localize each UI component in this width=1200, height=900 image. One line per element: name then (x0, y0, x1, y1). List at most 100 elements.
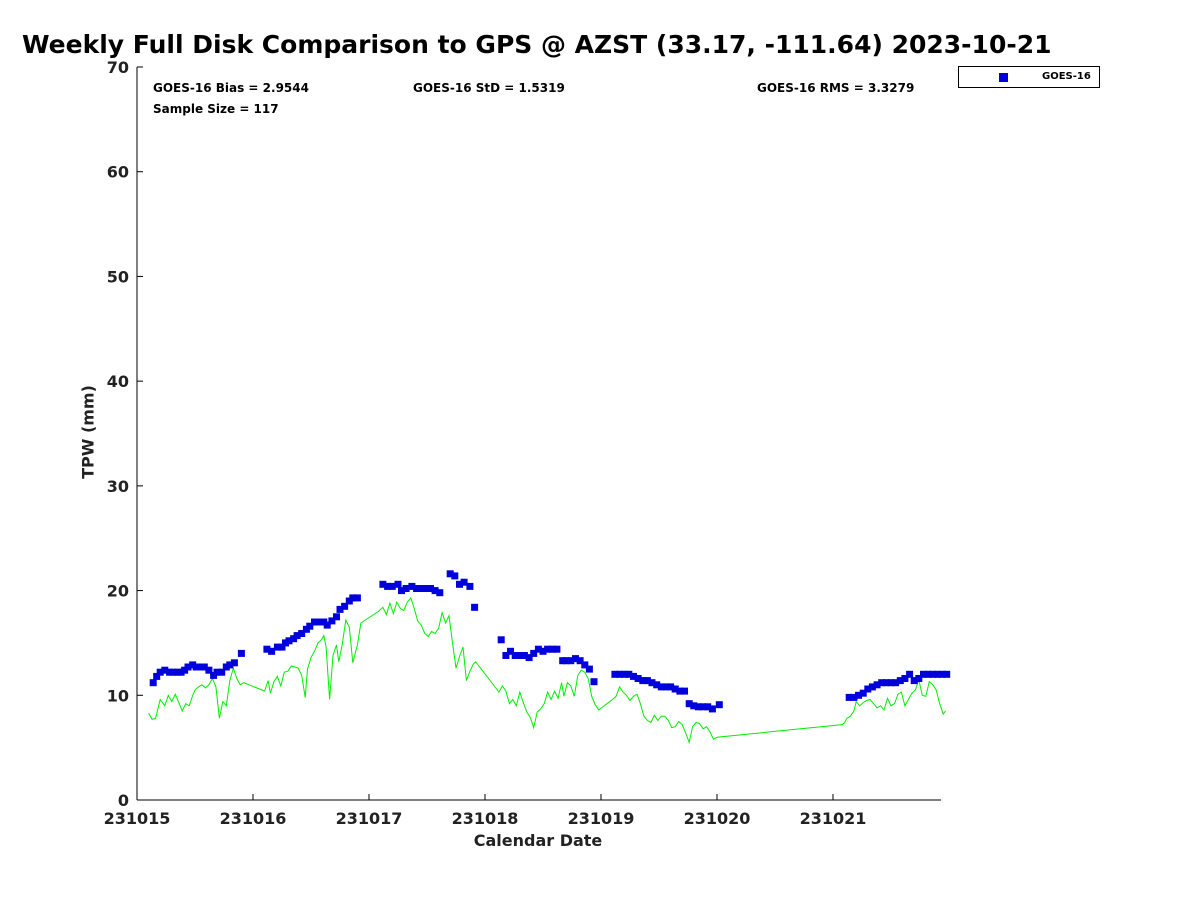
goes-16-point (379, 580, 387, 588)
goes-16-point (451, 572, 459, 580)
goes-16-point (910, 677, 918, 685)
goes-16-point (507, 647, 514, 655)
goes-16-point (161, 666, 169, 674)
goes-16-point (237, 649, 245, 657)
goes-16-point (285, 637, 293, 645)
y-tick-label: 10 (107, 686, 129, 705)
goes-16-point (567, 657, 575, 665)
goes-16-point (456, 580, 463, 588)
goes-16-point (446, 570, 454, 578)
goes-16-point (525, 654, 533, 662)
goes-16-point (436, 589, 444, 597)
goes-16-point (576, 657, 584, 665)
goes-16-point (896, 677, 904, 685)
goes-16-point (704, 703, 712, 711)
goes-16-point (398, 587, 405, 595)
chart-title: Weekly Full Disk Comparison to GPS @ AZS… (22, 30, 1052, 59)
x-tick-label: 231021 (800, 809, 867, 828)
goes-16-point (648, 679, 656, 687)
goes-16-point (413, 585, 421, 592)
goes-16-point (408, 582, 416, 590)
goes-16-point (643, 677, 651, 685)
legend-label-goes-16: GOES-16 (1042, 71, 1091, 82)
goes-16-point (548, 645, 556, 653)
goes-16-point (497, 636, 505, 644)
y-ticks: 0 10 20 30 40 50 60 70 (107, 58, 143, 810)
goes-16-point (534, 645, 542, 653)
x-tick-label: 231015 (104, 809, 171, 828)
goes-16-point (685, 700, 693, 708)
goes-16-point (230, 659, 238, 667)
bias-stat: GOES-16 Bias = 2.9544 (153, 81, 309, 95)
goes-16-point (681, 687, 688, 695)
goes-16-point (625, 670, 633, 678)
goes-16-point (611, 670, 619, 678)
goes-16-point (293, 632, 301, 640)
y-tick-label: 50 (107, 267, 129, 286)
goes-16-point (218, 668, 226, 676)
y-tick-label: 20 (107, 582, 129, 601)
goes-16-point (516, 652, 524, 659)
goes-16-point (667, 683, 675, 691)
y-tick-label: 0 (118, 791, 129, 810)
goes-16-point (156, 668, 164, 676)
goes-16-point (328, 617, 336, 625)
goes-16-point (715, 701, 723, 709)
goes-16-point (639, 677, 647, 685)
goes-16-point (402, 585, 410, 592)
y-tick-label: 30 (107, 477, 129, 496)
goes-16-point (315, 618, 323, 626)
goes-16-point (544, 645, 552, 653)
goes-16-point (226, 661, 234, 669)
goes-16-point (502, 652, 510, 659)
goes-16-point (306, 622, 314, 630)
gps-series (148, 596, 946, 745)
goes-16-point (520, 652, 528, 659)
goes-16-point (581, 661, 589, 669)
goes-16-point (887, 679, 895, 687)
legend-marker-goes-16 (999, 73, 1008, 82)
goes-16-point (431, 587, 439, 595)
goes-16-point (349, 594, 357, 602)
goes-16-point (341, 602, 349, 610)
goes-16-point (924, 670, 932, 678)
gps-series-line (148, 596, 946, 745)
legend: GOES-16 (958, 66, 1100, 88)
goes-16-point (901, 675, 909, 682)
goes-16-point (298, 630, 306, 637)
goes-16-point (422, 585, 430, 592)
x-tick-label: 231017 (336, 809, 403, 828)
goes-16-point (417, 585, 425, 592)
goes-16-point (882, 679, 890, 687)
x-tick-label: 231016 (220, 809, 287, 828)
goes-16-point (878, 679, 886, 687)
goes-16-point (690, 702, 698, 710)
rms-stat: GOES-16 RMS = 3.3279 (757, 81, 915, 95)
goes-16-series (149, 570, 951, 713)
goes-16-point (460, 578, 468, 586)
goes-16-point (915, 675, 923, 682)
goes-16-point (553, 645, 561, 653)
goes-16-point (630, 672, 637, 680)
goes-16-point (273, 643, 281, 651)
goes-16-point (353, 594, 361, 602)
goes-16-point (471, 603, 479, 611)
goes-16-point (616, 670, 624, 678)
x-axis-label: Calendar Date (473, 831, 603, 850)
x-tick-label: 231019 (568, 809, 635, 828)
goes-16-point (200, 663, 208, 671)
goes-16-point (562, 657, 570, 665)
goes-16-point (311, 618, 318, 626)
y-tick-label: 40 (107, 372, 129, 391)
goes-16-point (943, 670, 951, 678)
goes-16-point (920, 670, 927, 678)
goes-16-point (169, 668, 177, 676)
goes-16-point (929, 670, 937, 678)
goes-16-point (590, 678, 598, 686)
goes-16-point (213, 668, 221, 676)
goes-16-point (845, 693, 853, 701)
goes-16-point (278, 643, 286, 651)
goes-16-point (333, 613, 340, 621)
goes-16-point (620, 670, 628, 678)
